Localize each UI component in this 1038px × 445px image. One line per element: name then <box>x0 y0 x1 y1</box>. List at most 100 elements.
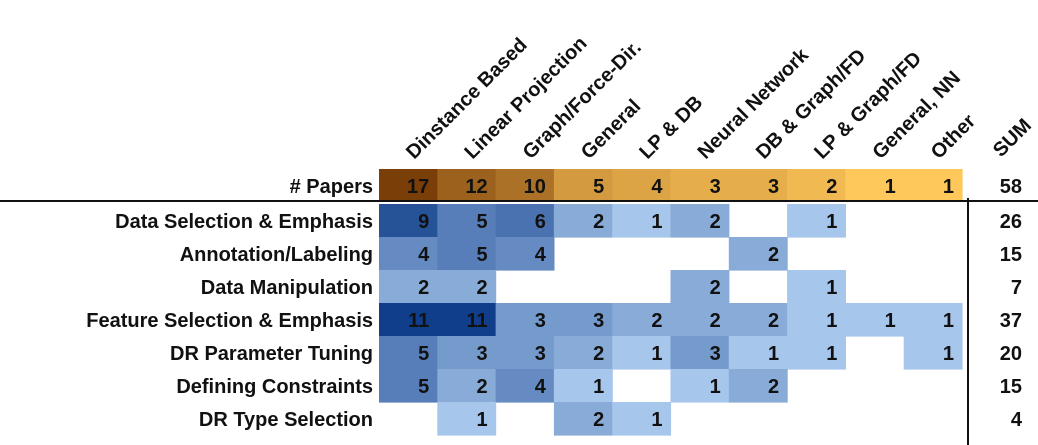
heatmap-cell <box>495 237 555 271</box>
heatmap-cell <box>728 303 788 337</box>
heatmap-cell <box>612 204 672 238</box>
heatmap-cell <box>728 237 788 271</box>
column-header: LP & DB <box>635 92 707 164</box>
papers-cell-value: 10 <box>524 176 546 198</box>
heatmap-cell <box>379 336 438 370</box>
heatmap-cell <box>553 369 613 403</box>
heatmap-cell <box>495 369 555 403</box>
heatmap-cell-value: 1 <box>826 343 837 365</box>
heatmap-cell-value: 5 <box>476 244 487 266</box>
heatmap-cell-value: 2 <box>768 244 779 266</box>
heatmap-cell <box>903 336 963 370</box>
row-sum-value: 15 <box>1000 244 1022 266</box>
heatmap-cell-value: 1 <box>651 343 662 365</box>
heatmap-cell-value: 5 <box>476 211 487 233</box>
heatmap-cell <box>728 336 788 370</box>
heatmap-cell <box>437 402 497 436</box>
papers-cell-value: 17 <box>407 176 429 198</box>
heatmap-cell <box>495 303 555 337</box>
heatmap-cell <box>553 303 613 337</box>
heatmap-cell-value: 3 <box>535 310 546 332</box>
papers-cell <box>787 169 846 202</box>
papers-cell <box>495 169 555 202</box>
heatmap-cell <box>553 204 613 238</box>
papers-cell-value: 3 <box>768 176 779 198</box>
heatmap-cell-value: 4 <box>535 244 547 266</box>
heatmap-cell <box>787 270 846 304</box>
row-sum-value: 20 <box>1000 343 1022 365</box>
papers-cell <box>728 169 788 202</box>
heatmap-cell-value: 2 <box>651 310 662 332</box>
row-label: DR Type Selection <box>199 409 373 431</box>
heatmap-cell-value: 2 <box>593 211 604 233</box>
papers-cell-value: 12 <box>465 176 487 198</box>
heatmap-cell <box>728 369 788 403</box>
heatmap-cell-value: 2 <box>710 277 721 299</box>
heatmap-cell-value: 2 <box>593 409 604 431</box>
heatmap-cell-value: 11 <box>408 310 429 332</box>
heatmap-cell <box>787 204 846 238</box>
heatmap-cell-value: 1 <box>826 277 837 299</box>
column-header: LP & Graph/FD <box>810 48 926 164</box>
row-sum-value: 26 <box>1000 211 1022 233</box>
heatmap-cell-value: 1 <box>885 310 896 332</box>
row-sum-value: 15 <box>1000 376 1022 398</box>
heatmap-cell-value: 2 <box>476 277 487 299</box>
heatmap-cell-value: 1 <box>943 343 954 365</box>
heatmap-cell-value: 2 <box>710 211 721 233</box>
heatmap-cell-value: 2 <box>593 343 604 365</box>
heatmap-cell <box>845 303 905 337</box>
heatmap-cell-value: 3 <box>535 343 546 365</box>
row-sum-value: 37 <box>1000 310 1022 332</box>
heatmap-cell-value: 2 <box>768 310 779 332</box>
heatmap-cell <box>379 369 438 403</box>
heatmap-cell-value: 5 <box>418 376 429 398</box>
heatmap-cell-value: 2 <box>418 277 429 299</box>
heatmap-cell-value: 3 <box>710 343 721 365</box>
row-label: DR Parameter Tuning <box>170 343 373 365</box>
heatmap-cell-value: 6 <box>535 211 546 233</box>
heatmap-cell-value: 9 <box>418 211 429 233</box>
heatmap-cell <box>437 270 497 304</box>
row-sum-value: 4 <box>1011 409 1023 431</box>
papers-cell-value: 1 <box>885 176 896 198</box>
papers-cell <box>612 169 672 202</box>
sum-header: SUM <box>989 115 1036 162</box>
papers-cell-value: 5 <box>593 176 604 198</box>
heatmap-cell-value: 2 <box>710 310 721 332</box>
heatmap-cell-value: 1 <box>651 409 662 431</box>
heatmap-cell-value: 5 <box>418 343 429 365</box>
heatmap-cell-value: 4 <box>418 244 430 266</box>
papers-cell <box>670 169 730 202</box>
heatmap-cell <box>612 336 672 370</box>
row-label: Annotation/Labeling <box>180 244 373 266</box>
heatmap-cell <box>379 270 438 304</box>
row-label: Data Manipulation <box>201 277 373 299</box>
heatmap-cell-value: 11 <box>466 310 487 332</box>
papers-sum-value: 58 <box>1000 176 1022 198</box>
heatmap-cell <box>903 303 963 337</box>
heatmap-cell-value: 1 <box>476 409 487 431</box>
heatmap-cell <box>670 303 730 337</box>
heatmap-cell-value: 1 <box>651 211 662 233</box>
heatmap-cell <box>437 303 497 337</box>
heatmap-cell-value: 1 <box>826 211 837 233</box>
heatmap-cell <box>437 237 497 271</box>
heatmap-cell <box>437 369 497 403</box>
heatmap-cell-value: 1 <box>593 376 604 398</box>
heatmap-cell <box>612 402 672 436</box>
papers-cell-value: 4 <box>651 176 663 198</box>
column-header: Other <box>927 110 980 163</box>
heatmap-cell <box>437 204 497 238</box>
papers-cell <box>845 169 905 202</box>
row-label: Defining Constraints <box>176 376 373 398</box>
heatmap-cell-value: 3 <box>593 310 604 332</box>
heatmap-cell <box>553 336 613 370</box>
heatmap-cell-value: 4 <box>535 376 547 398</box>
heatmap-cell <box>670 204 730 238</box>
row-label: Data Selection & Emphasis <box>115 211 373 233</box>
heatmap-cell <box>495 204 555 238</box>
heatmap-cell-value: 1 <box>768 343 779 365</box>
heatmap-cell-value: 2 <box>476 376 487 398</box>
